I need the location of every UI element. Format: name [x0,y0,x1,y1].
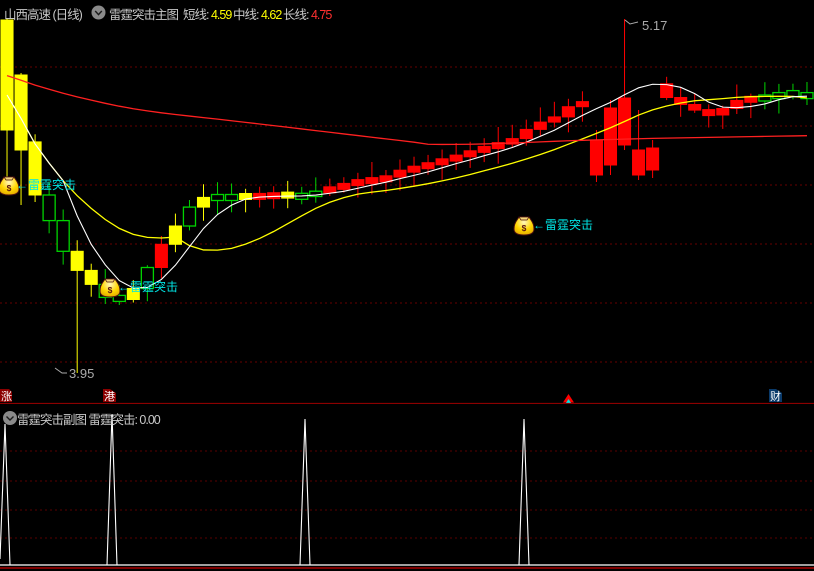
svg-text:3.95: 3.95 [69,366,94,381]
svg-text:财: 财 [770,389,781,403]
svg-text:涨: 涨 [1,390,12,403]
svg-text:5.17: 5.17 [642,18,667,33]
svg-text:港: 港 [104,390,115,403]
